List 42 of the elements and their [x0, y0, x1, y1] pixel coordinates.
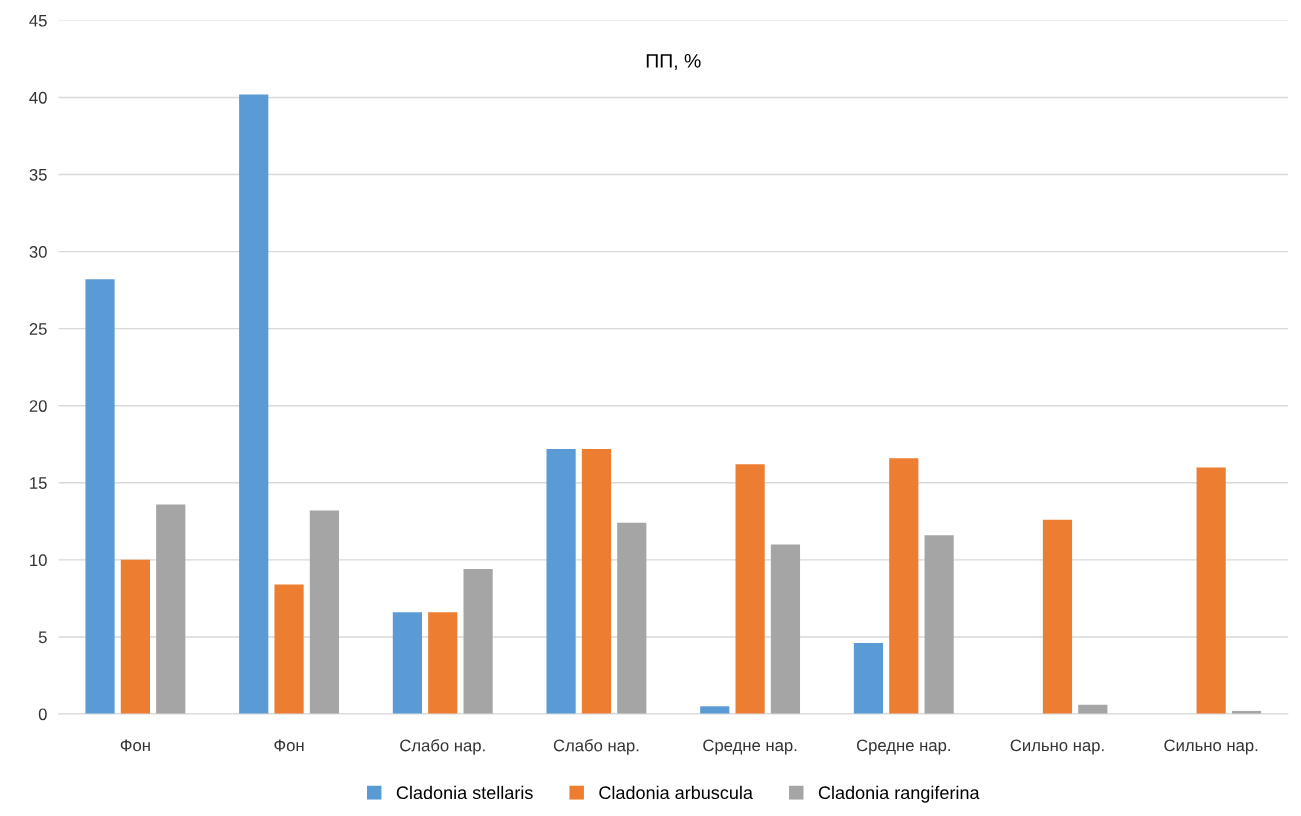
- bar: [924, 535, 954, 714]
- x-tick-label: Средне нар.: [703, 739, 797, 755]
- bar: [546, 448, 576, 714]
- legend-label: Cladonia arbuscula: [599, 785, 753, 800]
- y-tick-label: 40: [29, 91, 47, 104]
- bar: [770, 544, 801, 714]
- bar: [1196, 467, 1226, 714]
- bar: [889, 458, 919, 714]
- legend-label: Cladonia stellaris: [396, 785, 533, 800]
- bar: [309, 510, 340, 714]
- legend-label: Cladonia rangiferina: [818, 785, 980, 803]
- x-tick-label: Сильно нар.: [1164, 739, 1258, 755]
- bar: [156, 504, 186, 714]
- x-tick-label: Сильно нар.: [1010, 739, 1104, 755]
- bar: [392, 612, 422, 714]
- y-tick-label: 30: [29, 246, 47, 258]
- y-tick-label: 35: [29, 168, 47, 181]
- y-tick-label: 10: [30, 554, 47, 567]
- bar: [274, 584, 304, 714]
- bar: [581, 448, 612, 714]
- bar: [617, 522, 647, 714]
- y-tick-label: 5: [38, 631, 47, 644]
- bar: [700, 706, 730, 714]
- text: ПП, %: [646, 54, 701, 71]
- y-tick-label: 45: [29, 14, 47, 27]
- x-tick-label: Слабо нар.: [553, 739, 639, 755]
- bar: [1042, 519, 1073, 714]
- x-tick-label: Фон: [120, 739, 150, 752]
- y-tick-label: 15: [30, 477, 47, 489]
- y-tick-label: 25: [29, 323, 47, 335]
- bar: [853, 643, 884, 714]
- bar: [463, 569, 493, 714]
- y-tick-label: 20: [29, 400, 47, 412]
- bar: [428, 612, 458, 714]
- bar: [120, 559, 150, 714]
- bar: [85, 279, 115, 714]
- bar: [239, 94, 269, 714]
- x-tick-label: Фон: [274, 739, 304, 752]
- x-tick-label: Средне нар.: [856, 739, 950, 755]
- x-tick-label: Слабо нар.: [400, 739, 485, 755]
- bar: [735, 464, 765, 714]
- y-tick-label: 0: [38, 708, 47, 721]
